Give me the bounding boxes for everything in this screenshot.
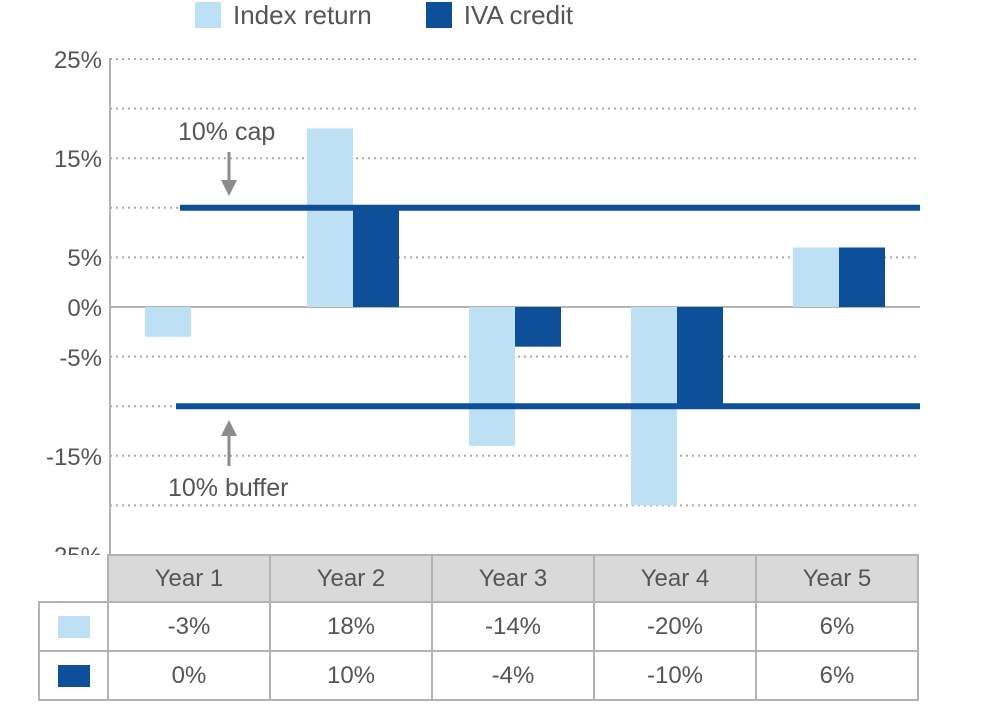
table-header-year-4: Year 4 xyxy=(593,554,757,603)
row-swatch-index xyxy=(57,616,90,639)
table-cell: -20% xyxy=(593,601,757,652)
row-swatch-iva xyxy=(57,665,90,688)
legend-label-index: Index return xyxy=(233,0,372,30)
table-header-year-3: Year 3 xyxy=(431,554,595,603)
table-header-year-2: Year 2 xyxy=(269,554,433,603)
legend-label-iva: IVA credit xyxy=(463,0,574,30)
y-tick-label: -15% xyxy=(45,443,102,471)
legend-swatch-index xyxy=(195,2,221,28)
table-cell: -3% xyxy=(107,601,271,652)
table-cell: 6% xyxy=(755,650,919,701)
table-corner xyxy=(39,555,109,603)
bar-iva-credit xyxy=(353,207,399,307)
buffer-label: 10% buffer xyxy=(168,474,289,502)
row-key-iva xyxy=(38,650,109,701)
data-table: Year 1 Year 2 Year 3 Year 4 Year 5 -3% 1… xyxy=(38,554,919,701)
legend-swatch-iva xyxy=(425,2,452,28)
buffer-arrow-head xyxy=(221,420,237,436)
legend-item-index: Index return xyxy=(195,0,372,31)
bar-index-return xyxy=(307,128,353,307)
table-cell: -4% xyxy=(431,650,595,701)
table-row-iva: 0% 10% -4% -10% 6% xyxy=(38,650,919,701)
table-cell: 0% xyxy=(107,650,271,701)
y-tick-label: 25% xyxy=(53,47,102,74)
bar-index-return xyxy=(793,247,839,307)
table-cell: 6% xyxy=(755,601,919,652)
table-header-row: Year 1 Year 2 Year 3 Year 4 Year 5 xyxy=(39,554,919,603)
bar-iva-credit xyxy=(677,307,723,407)
table-row-index: -3% 18% -14% -20% 6% xyxy=(38,601,919,652)
cap-arrow-head xyxy=(221,180,237,196)
bar-chart xyxy=(109,58,920,555)
table-cell: 18% xyxy=(269,601,433,652)
bar-iva-credit xyxy=(515,307,561,347)
y-tick-label: -5% xyxy=(59,344,102,372)
cap-label: 10% cap xyxy=(178,118,276,146)
y-tick-label: 15% xyxy=(53,146,102,174)
table-cell: -10% xyxy=(593,650,757,701)
row-key-index xyxy=(38,601,109,652)
y-tick-label: 0% xyxy=(67,295,102,322)
table-header-year-1: Year 1 xyxy=(107,554,271,603)
bar-index-return xyxy=(145,307,191,337)
y-tick-label: 5% xyxy=(67,245,102,273)
bar-iva-credit xyxy=(839,247,885,307)
table-cell: 10% xyxy=(269,650,433,701)
table-header-year-5: Year 5 xyxy=(755,554,919,603)
legend: Index return IVA credit xyxy=(195,0,627,30)
bar-index-return xyxy=(469,307,515,446)
table-cell: -14% xyxy=(431,601,595,652)
legend-item-iva: IVA credit xyxy=(425,0,574,31)
